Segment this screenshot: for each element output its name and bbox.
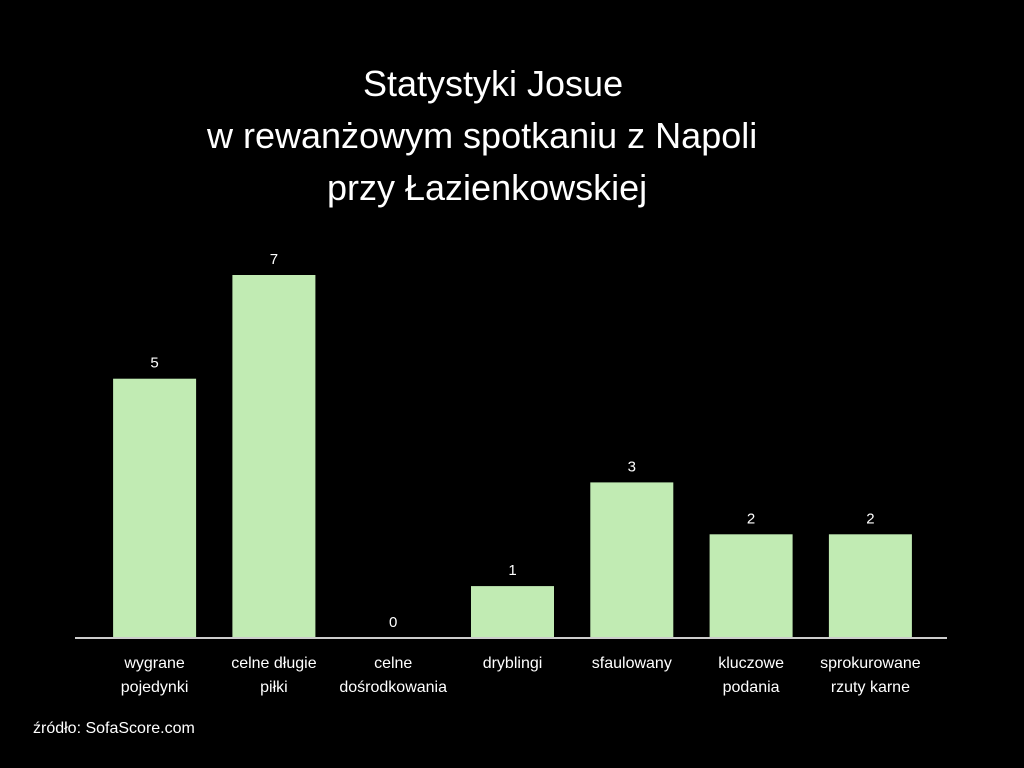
tick-label-line: podania	[723, 679, 780, 696]
tick-label-line: sfaulowany	[592, 655, 672, 672]
tick-label-line: wygrane	[123, 655, 185, 672]
bar-5	[709, 534, 793, 638]
source-note: źródło: SofaScore.com	[33, 720, 195, 737]
bar-3	[471, 586, 554, 638]
bar-1	[232, 275, 316, 638]
chart-title-line-1: Statystyki Josue	[363, 63, 624, 104]
tick-label-1: celne długie piłki	[231, 655, 317, 696]
tick-label-5: kluczowe podania	[718, 655, 784, 696]
value-label-0: 5	[150, 355, 158, 372]
tick-label-3: dryblingi	[483, 655, 543, 672]
tick-label-line: pojedynki	[121, 679, 189, 696]
tick-label-6: sprokurowane rzuty karne	[820, 655, 921, 696]
tick-label-line: rzuty karne	[831, 679, 910, 696]
bar-4	[590, 482, 674, 638]
tick-labels-group: wygrane pojedynki celne długie piłki celne do…	[121, 655, 921, 696]
tick-label-line: kluczowe	[718, 655, 784, 672]
chart-title-line-3: przy Łazienkowskiej	[327, 167, 648, 208]
value-label-5: 2	[747, 510, 755, 527]
value-label-1: 7	[270, 251, 278, 268]
value-label-3: 1	[508, 562, 516, 579]
tick-label-line: dośrodkowania	[339, 679, 447, 696]
value-label-4: 3	[628, 458, 636, 475]
tick-label-line: dryblingi	[483, 655, 543, 672]
tick-label-0: wygrane pojedynki	[121, 655, 189, 696]
value-label-2: 0	[389, 614, 397, 631]
chart-title-line-2: w rewanżowym spotkaniu z Napoli	[207, 115, 758, 156]
tick-label-line: celne długie	[231, 655, 317, 672]
value-label-6: 2	[866, 510, 874, 527]
bar-6	[828, 534, 912, 638]
tick-label-line: sprokurowane	[820, 655, 921, 672]
bars-group	[113, 275, 912, 638]
tick-label-line: celne	[374, 655, 412, 672]
bar-0	[113, 378, 197, 638]
tick-label-line: piłki	[260, 679, 288, 696]
tick-label-2: celne dośrodkowania	[339, 655, 447, 696]
value-labels-group: 5 7 0 1 3 2 2	[150, 251, 874, 631]
tick-label-4: sfaulowany	[592, 655, 672, 672]
